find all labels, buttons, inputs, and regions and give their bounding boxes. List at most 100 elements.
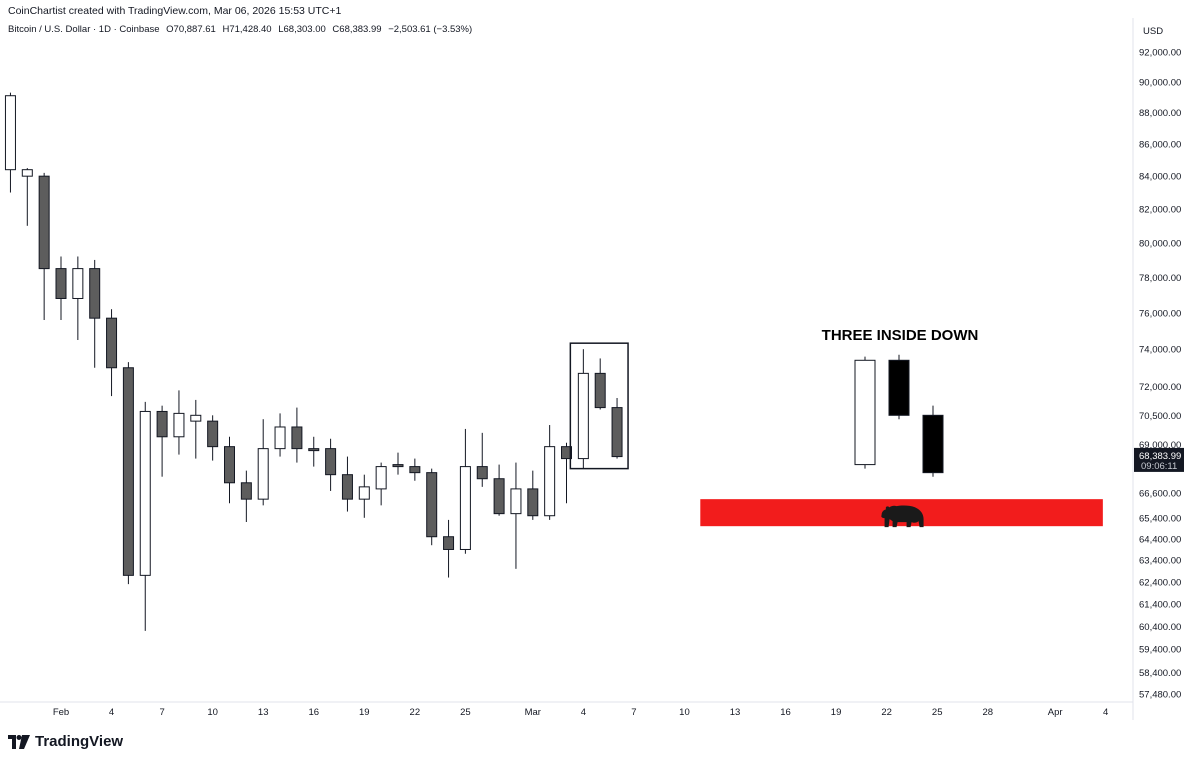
candle[interactable] <box>375 462 387 506</box>
y-axis-tick-label: 70,500.00 <box>1139 411 1181 422</box>
candle[interactable] <box>190 399 202 459</box>
candle-body-bullish <box>510 488 522 515</box>
y-axis-tick-label: 92,000.00 <box>1139 48 1181 59</box>
x-axis-tick-label: 4 <box>109 707 114 718</box>
candle[interactable] <box>207 415 219 461</box>
candle[interactable] <box>325 438 337 491</box>
candle[interactable] <box>611 397 623 459</box>
pattern-candle[interactable] <box>888 354 910 420</box>
candle-body-bearish <box>341 474 353 500</box>
candle[interactable] <box>224 436 235 504</box>
candle-body-bearish <box>325 448 337 476</box>
candle[interactable] <box>426 468 438 546</box>
bear-ear <box>885 506 890 510</box>
x-axis-tick-label: 25 <box>460 707 471 718</box>
attribution-text: CoinChartist created with TradingView.co… <box>8 5 342 17</box>
candle-body-bearish <box>291 426 303 450</box>
candle[interactable] <box>510 462 522 569</box>
y-axis-tick-label: 86,000.00 <box>1139 140 1181 151</box>
pattern-candle[interactable] <box>854 356 876 469</box>
candle[interactable] <box>240 470 252 522</box>
y-axis-tick-label: 66,600.00 <box>1139 488 1181 499</box>
candle[interactable] <box>459 428 471 554</box>
ohlc-close: C68,383.99 <box>332 24 382 35</box>
candle[interactable] <box>308 436 320 467</box>
y-axis-tick-label: 74,000.00 <box>1139 345 1181 356</box>
y-axis-tick-label: 61,400.00 <box>1139 599 1181 610</box>
candle[interactable] <box>392 452 404 475</box>
x-axis-tick-label: Apr <box>1048 707 1063 718</box>
symbol-name[interactable]: Bitcoin / U.S. Dollar · 1D · Coinbase <box>8 24 160 35</box>
bear-silhouette-icon <box>881 505 924 528</box>
candle[interactable] <box>577 349 589 469</box>
candle-body-bearish <box>922 414 944 474</box>
candle-body-bullish <box>459 466 471 550</box>
x-axis-tick-label: 22 <box>410 707 421 718</box>
y-axis-tick-label: 80,000.00 <box>1139 238 1181 249</box>
x-axis-tick-label: 25 <box>932 707 943 718</box>
y-axis-tick-label: 60,400.00 <box>1139 622 1181 633</box>
x-axis-tick-label: Mar <box>525 707 541 718</box>
candle-body-bearish <box>443 536 455 550</box>
candle[interactable] <box>476 432 488 487</box>
candle[interactable] <box>72 256 84 340</box>
candle-body-bullish <box>173 412 185 438</box>
y-axis-tick-label: 84,000.00 <box>1139 172 1181 183</box>
x-axis-tick-label: 16 <box>780 707 791 718</box>
candle-body-bullish <box>358 486 370 500</box>
candle[interactable] <box>443 519 455 578</box>
candle-body-bearish <box>55 268 67 299</box>
brand-name: TradingView <box>35 733 124 750</box>
candle[interactable] <box>257 419 269 506</box>
candle-body-bearish <box>476 466 488 480</box>
candle[interactable] <box>358 474 370 518</box>
candle-body-bearish <box>594 372 606 409</box>
candle[interactable] <box>38 172 50 320</box>
price-countdown-label: 09:06:11 <box>1141 461 1177 472</box>
candle[interactable] <box>4 92 16 193</box>
candle[interactable] <box>527 470 539 520</box>
y-axis-tick-label: 57,480.00 <box>1139 690 1181 701</box>
x-axis-tick-label: 13 <box>730 707 741 718</box>
candle-body-bearish <box>561 446 572 460</box>
x-axis-tick-label: 10 <box>207 707 218 718</box>
candle[interactable] <box>156 405 168 477</box>
y-axis-tick-label: 88,000.00 <box>1139 108 1181 119</box>
tradingview-logo-icon <box>8 734 30 749</box>
candle[interactable] <box>409 458 421 481</box>
x-axis-tick-label: 28 <box>982 707 993 718</box>
bear-body <box>881 505 924 528</box>
candle[interactable] <box>55 256 67 320</box>
candle-body-bearish <box>106 317 118 369</box>
candle[interactable] <box>291 407 303 463</box>
candle[interactable] <box>21 168 33 226</box>
candle-body-bullish <box>139 410 151 576</box>
candle[interactable] <box>274 413 286 457</box>
candle-body-bullish <box>21 169 33 177</box>
pattern-candle[interactable] <box>922 405 944 477</box>
y-axis-tick-label: 82,000.00 <box>1139 205 1181 216</box>
candle-body-bearish <box>38 175 50 270</box>
candle-body-bullish <box>577 372 589 460</box>
candle-body-bearish <box>611 407 623 458</box>
candle[interactable] <box>341 456 353 512</box>
candle[interactable] <box>89 259 101 368</box>
candle[interactable] <box>544 425 556 520</box>
ohlc-high: H71,428.40 <box>222 24 272 35</box>
y-axis-tick-label: 62,400.00 <box>1139 577 1181 588</box>
candle[interactable] <box>561 442 572 504</box>
candle-body-bearish <box>527 488 539 517</box>
candle[interactable] <box>173 390 185 455</box>
y-axis-tick-label: 78,000.00 <box>1139 273 1181 284</box>
candle[interactable] <box>122 362 134 585</box>
y-axis-tick-label: 90,000.00 <box>1139 77 1181 88</box>
candle[interactable] <box>106 309 118 397</box>
candle-body-bearish <box>156 410 168 438</box>
candle[interactable] <box>594 358 606 410</box>
candle[interactable] <box>139 401 151 631</box>
candle[interactable] <box>493 464 505 516</box>
pattern-highlight-box[interactable] <box>569 342 629 470</box>
tradingview-logo[interactable]: TradingView <box>8 733 123 750</box>
candle-body-bearish <box>308 448 320 452</box>
